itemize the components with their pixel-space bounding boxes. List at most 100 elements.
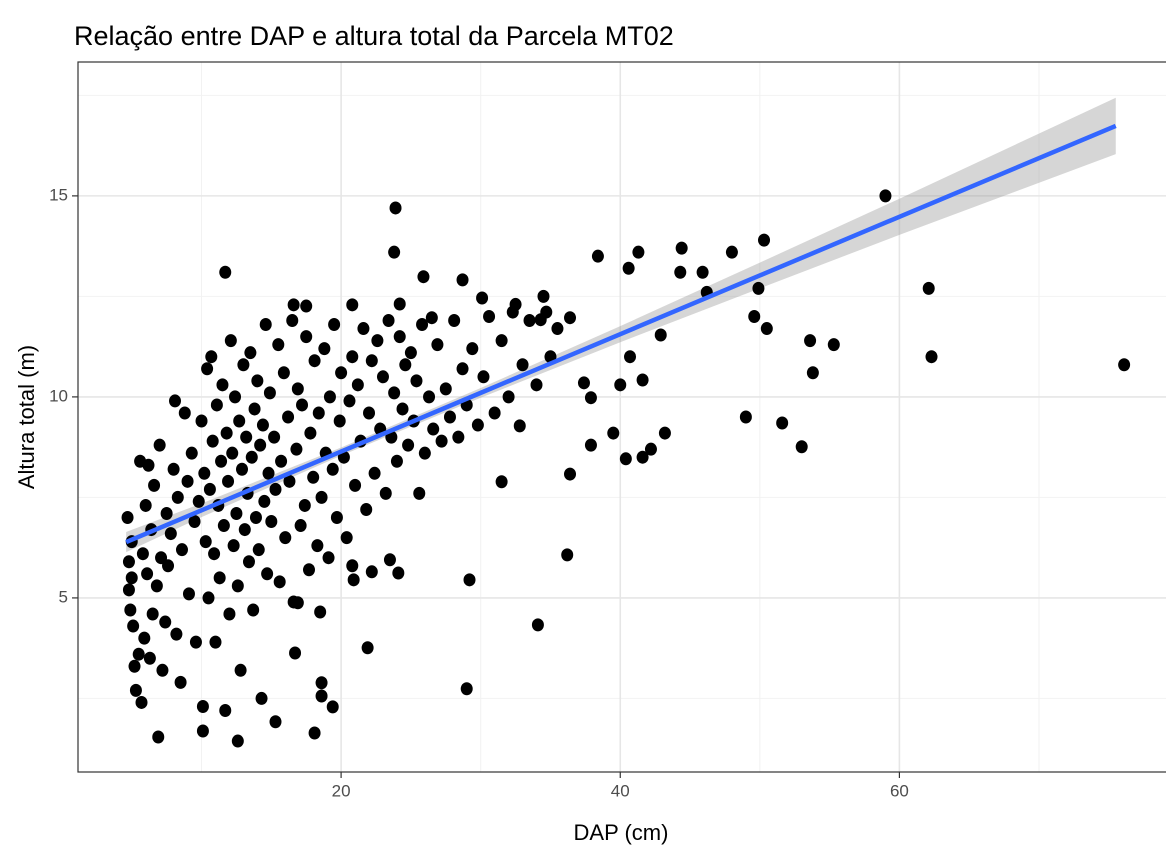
point <box>523 314 536 328</box>
point <box>471 418 484 432</box>
point <box>169 394 182 408</box>
point <box>136 547 149 561</box>
point <box>351 378 364 392</box>
point <box>418 446 431 460</box>
point <box>1118 358 1131 372</box>
point <box>209 635 222 649</box>
point <box>584 438 597 452</box>
point <box>262 466 275 480</box>
point <box>300 299 313 313</box>
point <box>513 419 526 433</box>
point <box>171 490 184 504</box>
point <box>287 595 300 609</box>
point <box>827 338 840 352</box>
point <box>376 370 389 384</box>
point <box>182 587 195 601</box>
point <box>162 559 175 573</box>
point <box>368 466 381 480</box>
point <box>360 502 373 516</box>
point <box>181 474 194 488</box>
y-tick-label: 10 <box>49 386 68 405</box>
point <box>439 382 452 396</box>
point <box>658 426 671 440</box>
point <box>343 394 356 408</box>
point <box>219 703 232 717</box>
point <box>150 579 163 593</box>
point <box>290 442 303 456</box>
point <box>261 567 274 581</box>
point <box>273 575 286 589</box>
point <box>393 330 406 344</box>
point <box>199 535 212 549</box>
x-tick-label: 60 <box>890 781 909 800</box>
point <box>219 265 232 279</box>
point <box>124 603 137 617</box>
point <box>315 676 328 690</box>
point <box>227 539 240 553</box>
point <box>298 498 311 512</box>
point <box>382 314 395 328</box>
point <box>632 245 645 259</box>
point <box>206 434 219 448</box>
point <box>294 519 307 533</box>
point <box>229 390 242 404</box>
point <box>256 418 269 432</box>
point <box>748 309 761 323</box>
point <box>335 366 348 380</box>
point <box>175 543 188 557</box>
point <box>259 318 272 332</box>
point <box>196 724 209 738</box>
point <box>231 579 244 593</box>
point <box>128 659 141 673</box>
point <box>425 311 438 325</box>
point <box>223 607 236 621</box>
point <box>224 334 237 348</box>
point <box>170 627 183 641</box>
point <box>396 402 409 416</box>
point <box>210 398 223 412</box>
point <box>164 527 177 541</box>
point <box>402 438 415 452</box>
point <box>531 618 544 632</box>
y-tick-label: 5 <box>59 587 68 606</box>
point <box>495 334 508 348</box>
point <box>760 322 773 336</box>
point <box>371 334 384 348</box>
point <box>564 467 577 481</box>
point <box>591 249 604 263</box>
point <box>624 350 637 364</box>
point <box>393 297 406 311</box>
point <box>189 635 202 649</box>
point <box>922 281 935 295</box>
point <box>654 328 667 342</box>
point <box>363 406 376 420</box>
point <box>236 462 249 476</box>
point <box>282 410 295 424</box>
point <box>456 362 469 376</box>
point <box>153 438 166 452</box>
point <box>255 691 268 705</box>
point <box>540 305 553 319</box>
point <box>435 434 448 448</box>
point <box>258 494 271 508</box>
point <box>333 414 346 428</box>
point <box>148 478 161 492</box>
point <box>739 410 752 424</box>
point <box>752 281 765 295</box>
point <box>318 342 331 356</box>
point <box>346 298 359 312</box>
point <box>388 386 401 400</box>
point <box>283 474 296 488</box>
point <box>230 506 243 520</box>
point <box>456 273 469 287</box>
point <box>138 631 151 645</box>
point <box>488 406 501 420</box>
fit-line <box>125 123 1117 545</box>
point <box>347 573 360 587</box>
point <box>379 486 392 500</box>
point <box>213 571 226 585</box>
point <box>448 314 461 328</box>
x-tick-label: 40 <box>611 781 630 800</box>
chart-title: Relação entre DAP e altura total da Parc… <box>74 21 674 51</box>
point <box>247 603 260 617</box>
